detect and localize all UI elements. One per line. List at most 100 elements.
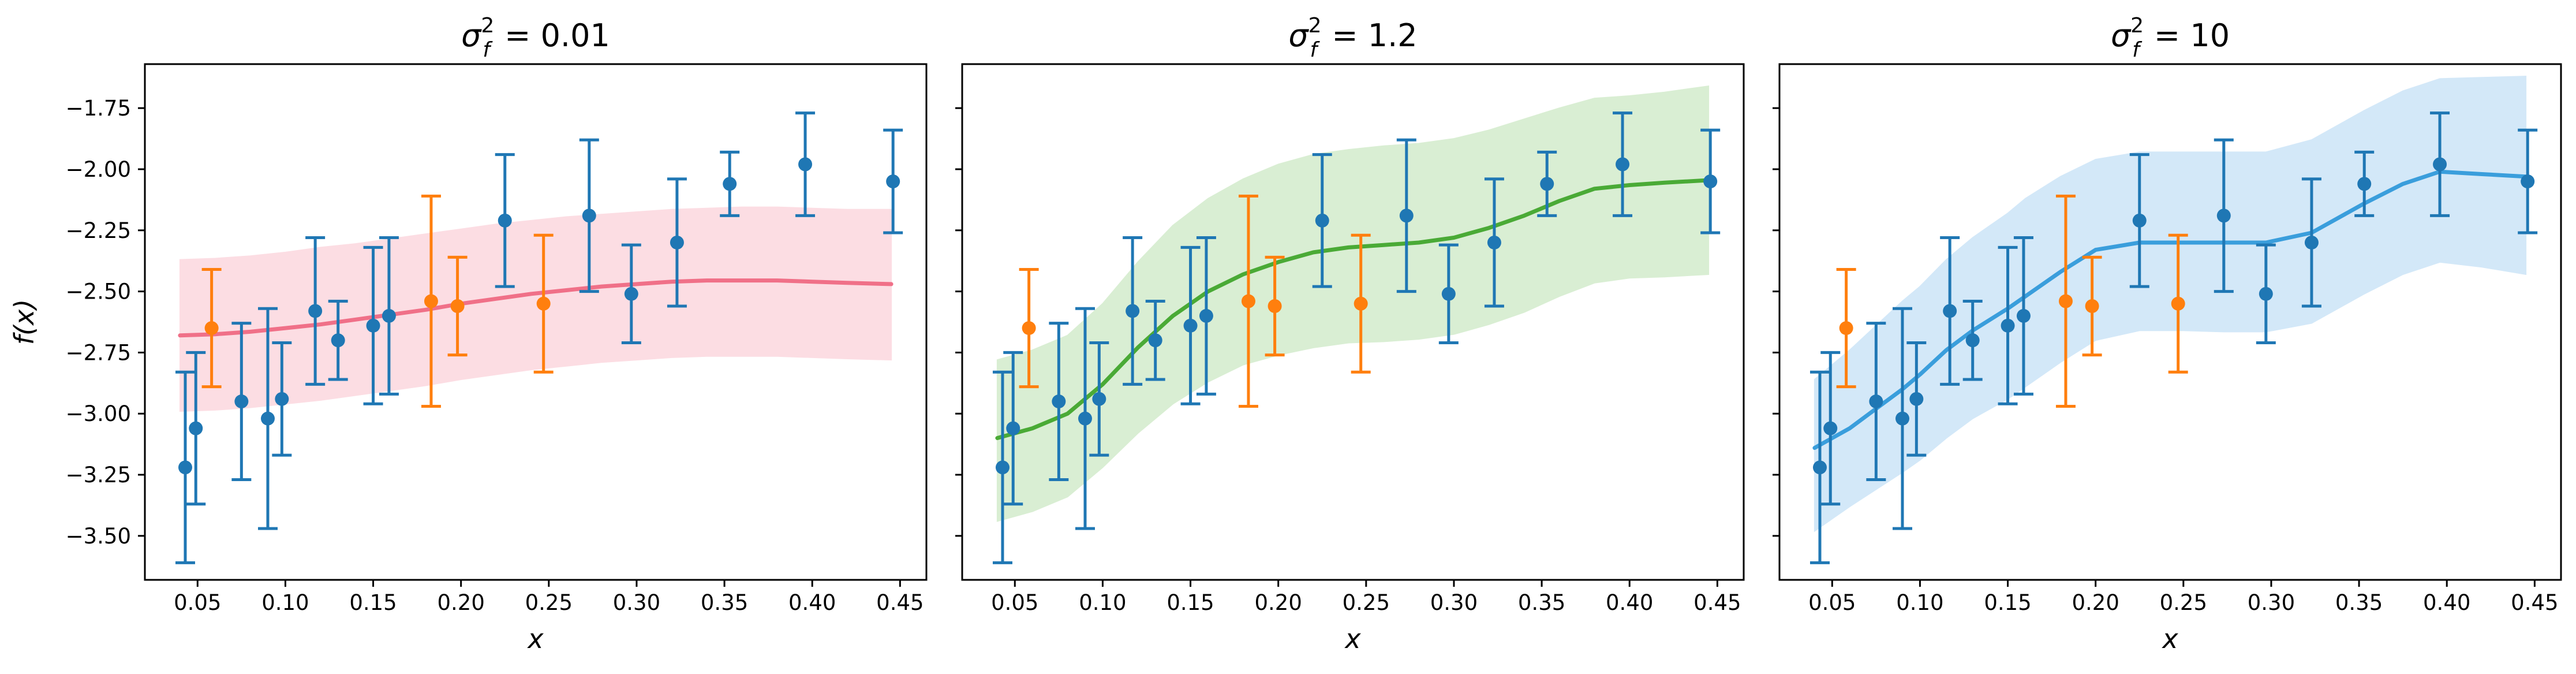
- held-out-point-2: [2055, 195, 2076, 408]
- data-point: [2058, 294, 2073, 308]
- title-superscript: 2: [1308, 14, 1322, 38]
- panel-title: σ2 f = 1.2: [1288, 14, 1417, 62]
- data-point: [1965, 333, 1980, 348]
- data-point: [1823, 421, 1838, 435]
- observed-point-16: [1700, 128, 1721, 234]
- observed-point-3: [1866, 322, 1886, 481]
- observed-point-2: [1820, 351, 1841, 506]
- observed-point-11: [579, 138, 599, 293]
- data-point: [1399, 208, 1414, 223]
- data-point: [1895, 411, 1909, 426]
- data-point: [624, 286, 638, 301]
- data-point: [2304, 235, 2319, 250]
- x-tick-label: 0.45: [1693, 590, 1741, 615]
- data-point: [1268, 299, 1282, 313]
- data-point: [2016, 308, 2031, 323]
- title-value: = 1.2: [1322, 17, 1417, 54]
- observed-point-4: [257, 307, 278, 530]
- x-axis-label: x: [526, 623, 544, 654]
- data-point: [2132, 213, 2147, 228]
- data-point: [1022, 321, 1036, 336]
- plot-area: [992, 85, 1721, 564]
- data-point: [1315, 213, 1329, 228]
- y-tick-label: −2.50: [66, 280, 131, 304]
- held-out-point-2: [421, 195, 441, 408]
- x-tick-label: 0.25: [2160, 590, 2207, 615]
- data-point: [1540, 177, 1554, 191]
- axes-frame: [1778, 63, 2562, 581]
- observed-point-1: [1809, 370, 1830, 564]
- observed-point-12: [621, 243, 641, 344]
- x-tick-label: 0.10: [1079, 590, 1126, 615]
- data-point: [424, 294, 438, 308]
- y-tick-label: −2.00: [66, 157, 131, 182]
- observed-point-10: [1312, 153, 1332, 288]
- data-point: [1943, 304, 1957, 318]
- data-point: [2357, 177, 2372, 191]
- observed-point-3: [1049, 322, 1069, 481]
- x-tick-label: 0.40: [788, 590, 836, 615]
- observed-point-13: [1484, 177, 1504, 308]
- observed-point-5: [1089, 341, 1109, 457]
- data-point: [1199, 308, 1213, 323]
- data-point: [178, 460, 192, 475]
- x-axis-label: x: [2161, 623, 2178, 654]
- x-tick-label: 0.45: [876, 590, 924, 615]
- data-point: [1487, 235, 1501, 250]
- x-tick-label: 0.45: [2511, 590, 2558, 615]
- mean-line: [178, 278, 893, 338]
- observed-point-10: [2129, 153, 2149, 288]
- held-out-point-4: [2168, 233, 2188, 374]
- observed-point-3: [231, 322, 252, 481]
- title-superscript: 2: [481, 14, 494, 38]
- data-point: [2259, 286, 2273, 301]
- observed-point-10: [495, 153, 515, 288]
- observed-point-13: [667, 177, 687, 308]
- x-tick-label: 0.30: [613, 590, 660, 615]
- title-symbol: σ: [461, 17, 482, 54]
- data-point: [1869, 394, 1883, 409]
- x-tick-label: 0.10: [261, 590, 309, 615]
- data-point: [382, 308, 396, 323]
- confidence-band: [996, 85, 1710, 522]
- mean-line: [995, 178, 1711, 440]
- observed-point-6: [1940, 236, 1960, 386]
- data-point: [275, 392, 289, 406]
- observed-point-2: [186, 351, 206, 506]
- data-point: [670, 235, 684, 250]
- mean-line: [1812, 169, 2528, 450]
- observed-point-16: [883, 128, 903, 234]
- observed-point-7: [1962, 300, 1983, 381]
- data-point: [995, 460, 1010, 475]
- panel-3: 0.05 0.10 0.15 0.20 0.25 0.30 0.35 0.40 0.45 x σ2 f…: [1773, 14, 2562, 654]
- observed-point-8: [1998, 245, 2018, 405]
- observed-point-8: [363, 245, 383, 405]
- data-point: [886, 174, 900, 189]
- data-point: [1183, 318, 1198, 333]
- x-tick-label: 0.25: [1343, 590, 1390, 615]
- observed-point-15: [2430, 111, 2450, 217]
- data-point: [582, 208, 596, 223]
- data-point: [1441, 286, 1456, 301]
- plot-area: [175, 111, 903, 564]
- observed-point-16: [2518, 128, 2538, 234]
- panel-title: σ2 f = 10: [2111, 14, 2230, 62]
- data-point: [2001, 318, 2015, 333]
- data-point: [1354, 296, 1368, 311]
- data-point: [1909, 392, 1924, 406]
- data-point: [204, 321, 219, 336]
- panel-title: σ2 f = 0.01: [461, 14, 610, 62]
- data-point: [1703, 174, 1718, 189]
- data-point: [331, 333, 345, 348]
- held-out-point-4: [533, 233, 554, 374]
- observed-point-11: [2214, 138, 2234, 293]
- observed-point-12: [2256, 243, 2276, 344]
- observed-point-6: [305, 236, 326, 386]
- x-tick-label: 0.15: [1984, 590, 2031, 615]
- observed-point-12: [1438, 243, 1459, 344]
- data-point: [798, 157, 813, 172]
- x-tick-label: 0.35: [2335, 590, 2383, 615]
- held-out-point-3: [2082, 255, 2102, 357]
- y-tick-label: −3.50: [66, 524, 131, 549]
- data-point: [2433, 157, 2447, 172]
